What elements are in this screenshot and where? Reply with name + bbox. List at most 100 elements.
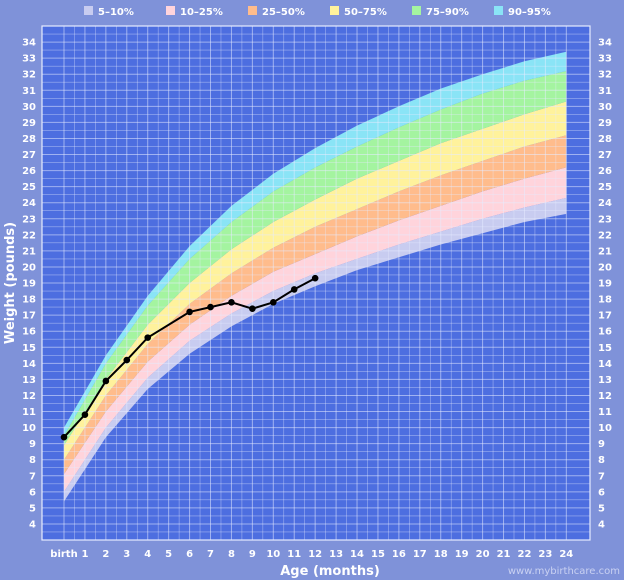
weight-point <box>311 274 319 282</box>
x-tick-label: 24 <box>559 549 573 560</box>
y-tick-label-left: 20 <box>22 262 36 273</box>
x-tick-label: 22 <box>517 549 531 560</box>
y-tick-label-right: 30 <box>598 102 612 113</box>
y-tick-label-right: 27 <box>598 150 612 161</box>
x-tick-label: 6 <box>186 549 193 560</box>
y-tick-label-left: 18 <box>22 295 36 306</box>
y-tick-label-left: 12 <box>22 391 36 402</box>
y-tick-label-right: 5 <box>598 503 605 514</box>
x-axis-title: Age (months) <box>280 564 380 579</box>
percentile-band <box>64 167 567 492</box>
y-tick-label-left: 15 <box>22 343 36 354</box>
y-tick-label-left: 13 <box>22 375 36 386</box>
y-tick-label-left: 32 <box>22 70 36 81</box>
percentile-band <box>64 71 567 446</box>
y-tick-label-right: 20 <box>598 262 612 273</box>
y-tick-label-right: 15 <box>598 343 612 354</box>
percentile-bands <box>64 51 567 502</box>
x-tick-label: 21 <box>497 549 511 560</box>
y-tick-label-right: 33 <box>598 54 612 65</box>
legend-label: 10–25% <box>180 7 223 18</box>
x-tick-label: 4 <box>144 549 151 560</box>
weight-point <box>290 286 298 293</box>
legend-swatch <box>248 6 257 15</box>
weight-series <box>60 274 319 441</box>
legend-label: 75–90% <box>426 7 469 18</box>
y-axis-title: Weight (pounds) <box>3 222 18 344</box>
y-tick-label-left: 8 <box>29 455 36 466</box>
y-tick-label-right: 32 <box>598 70 612 81</box>
x-tick-label: 10 <box>266 549 280 560</box>
y-tick-label-left: 17 <box>22 311 36 322</box>
y-tick-label-right: 8 <box>598 455 605 466</box>
y-tick-label-left: 33 <box>22 54 36 65</box>
y-tick-label-right: 10 <box>598 423 612 434</box>
y-tick-label-right: 23 <box>598 214 612 225</box>
y-tick-label-right: 19 <box>598 279 612 290</box>
y-tick-label-left: 9 <box>29 439 36 450</box>
x-tick-label: 16 <box>392 549 406 560</box>
legend-label: 25–50% <box>262 7 305 18</box>
x-tick-label: 19 <box>455 549 469 560</box>
y-tick-label-left: 11 <box>22 407 36 418</box>
x-tick-label: 17 <box>413 549 427 560</box>
legend-swatch <box>166 6 175 15</box>
y-tick-label-right: 16 <box>598 327 612 338</box>
y-tick-label-left: 31 <box>22 86 36 97</box>
weight-line <box>63 277 316 438</box>
y-tick-label-left: 7 <box>29 471 36 482</box>
y-tick-label-left: 4 <box>29 519 36 530</box>
y-tick-label-left: 25 <box>22 182 36 193</box>
x-tick-label: 12 <box>308 549 322 560</box>
y-tick-label-right: 34 <box>598 38 612 49</box>
x-tick-label: 5 <box>165 549 172 560</box>
y-tick-label-left: 22 <box>22 230 36 241</box>
weight-point <box>270 298 277 306</box>
y-tick-label-right: 9 <box>598 439 605 450</box>
x-tick-label: 3 <box>123 549 130 560</box>
y-tick-label-right: 7 <box>598 471 605 482</box>
y-tick-label-left: 29 <box>22 118 36 129</box>
y-tick-label-right: 26 <box>598 166 612 177</box>
weight-point <box>81 411 89 419</box>
y-tick-label-right: 29 <box>598 118 612 129</box>
x-tick-label: 11 <box>287 549 301 560</box>
percentile-band <box>64 135 567 475</box>
y-tick-label-left: 21 <box>22 246 36 257</box>
weight-point <box>186 308 193 316</box>
legend-swatch <box>494 6 503 15</box>
weight-point <box>249 305 256 313</box>
y-tick-label-left: 30 <box>22 102 36 113</box>
y-tick-label-right: 22 <box>598 230 612 241</box>
weight-point <box>60 433 68 441</box>
y-tick-label-right: 13 <box>598 375 612 386</box>
y-tick-label-left: 23 <box>22 214 36 225</box>
y-tick-label-left: 16 <box>22 327 36 338</box>
y-tick-label-right: 17 <box>598 311 612 322</box>
weight-point <box>228 298 235 306</box>
weight-point <box>102 377 110 385</box>
grid <box>41 25 591 541</box>
y-tick-label-right: 12 <box>598 391 612 402</box>
percentile-band <box>64 101 567 460</box>
x-tick-label: 1 <box>81 549 88 560</box>
x-tick-label: 20 <box>476 549 490 560</box>
x-tick-label: 8 <box>228 549 235 560</box>
x-tick-label: 15 <box>371 549 385 560</box>
y-tick-label-right: 21 <box>598 246 612 257</box>
x-tick-label: 14 <box>350 549 364 560</box>
x-tick-label: 2 <box>102 549 109 560</box>
y-tick-label-right: 6 <box>598 487 605 498</box>
weight-point <box>123 356 131 364</box>
y-tick-label-left: 19 <box>22 279 36 290</box>
y-tick-label-right: 4 <box>598 519 605 530</box>
weight-point <box>144 334 152 341</box>
y-tick-label-left: 28 <box>22 134 36 145</box>
y-tick-label-right: 11 <box>598 407 612 418</box>
legend-swatch <box>84 6 93 15</box>
y-tick-label-right: 25 <box>598 182 612 193</box>
x-tick-label: 7 <box>207 549 214 560</box>
x-tick-label: 23 <box>538 549 552 560</box>
